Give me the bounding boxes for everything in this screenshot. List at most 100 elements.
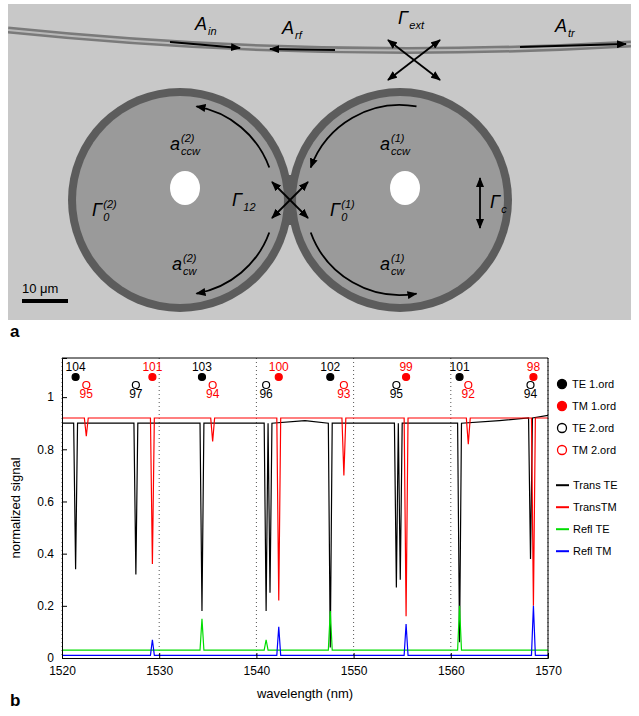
panel-label: a	[10, 322, 20, 341]
coupling-12	[272, 182, 308, 218]
grid-line	[450, 358, 451, 658]
spectrum-line	[62, 606, 548, 650]
x-tick-mark	[159, 653, 160, 658]
x-tick-label: 1560	[438, 664, 465, 678]
symbol-superscript: (1)	[391, 252, 405, 264]
symbol-label: Γ	[330, 200, 341, 220]
mode-marker	[72, 374, 79, 381]
scale-bar-label: 10 μm	[22, 281, 58, 296]
mode-label: 97	[129, 387, 143, 401]
coupling-ext	[388, 40, 440, 80]
mode-arc	[196, 232, 269, 293]
x-tick: 1530	[146, 653, 173, 678]
plot-frame	[548, 358, 549, 658]
legend-label: Refl TM	[573, 545, 611, 557]
mode-arc	[311, 105, 417, 168]
disk-rim	[68, 88, 292, 312]
x-tick: 1550	[341, 653, 368, 678]
symbol-subscript: tr	[568, 27, 576, 39]
symbol-subscript: in	[208, 25, 217, 37]
disk-hole	[390, 171, 420, 205]
x-axis: 1520 1530 1540 1550 1560 1570	[49, 653, 562, 678]
symbol-label: Γ	[490, 192, 501, 212]
mode-label: 94	[206, 387, 220, 401]
y-tick: 0.4	[37, 547, 67, 561]
grid-line	[548, 358, 549, 658]
y-tick-mark	[62, 606, 67, 607]
mode-marker	[403, 374, 410, 381]
mode-arc	[196, 106, 269, 167]
mode-label: 95	[80, 387, 94, 401]
symbol-subscript: c	[501, 203, 507, 215]
spectrum-line	[62, 606, 548, 656]
mode-marker	[275, 374, 282, 381]
legend-marker	[558, 424, 567, 433]
mode-label: 98	[527, 360, 541, 374]
symbol-subscript: 12	[243, 201, 255, 213]
mode-marker	[456, 374, 463, 381]
symbol-label: a	[172, 254, 182, 274]
symbol-superscript: (2)	[181, 132, 195, 144]
mode-label: 92	[462, 387, 476, 401]
symbol-subscript: ext	[409, 19, 425, 31]
symbol-superscript: (2)	[183, 252, 197, 264]
fiber	[8, 30, 631, 50]
x-tick: 1560	[438, 653, 465, 678]
y-tick-label: 1	[47, 390, 54, 404]
symbol-label: A	[194, 14, 207, 34]
mode-marker	[149, 374, 156, 381]
spectrum-line	[62, 415, 548, 647]
grid-line	[256, 358, 257, 658]
x-tick-label: 1530	[146, 664, 173, 678]
mode-label: 103	[192, 360, 212, 374]
symbol-label: a	[380, 254, 390, 274]
legend-label: TE 2.ord	[572, 422, 614, 434]
mode-marker	[327, 374, 334, 381]
mode-label: 96	[259, 387, 273, 401]
x-tick: 1570	[535, 653, 562, 678]
y-tick-mark	[62, 397, 67, 398]
y-tick: 1	[47, 390, 67, 404]
legend-swatch	[556, 484, 569, 486]
x-tick-label: 1550	[341, 664, 368, 678]
x-tick-mark	[354, 653, 355, 658]
mode-marker	[198, 374, 205, 381]
micrograph-image	[8, 4, 631, 320]
disk-hole	[170, 171, 200, 205]
symbol-label: A	[554, 16, 567, 36]
symbol-subscript: ccw	[391, 145, 411, 157]
y-tick: 0.2	[37, 599, 67, 613]
legend-label: Refl TE	[573, 523, 609, 535]
y-tick-label: 0.4	[37, 547, 54, 561]
legend-marker	[558, 402, 567, 411]
symbol-label: Γ	[92, 200, 103, 220]
mode-label: 101	[142, 360, 162, 374]
mode-label: 102	[320, 360, 340, 374]
y-axis-line	[63, 359, 68, 659]
mode-label: 99	[399, 360, 413, 374]
y-axis: 00.20.40.60.81	[37, 359, 67, 666]
spectrum-panel: 1041031021011011009998979695949594939215…	[8, 358, 618, 710]
mode-marker	[530, 374, 537, 381]
y-tick-label: 0.2	[37, 599, 54, 613]
mode-arc	[311, 232, 417, 295]
mode-label: 104	[66, 360, 86, 374]
mode-label: 100	[269, 360, 289, 374]
symbol-label: a	[170, 134, 180, 154]
symbol-superscript: (1)	[341, 198, 355, 210]
symbol-superscript: (2)	[103, 198, 117, 210]
disk-surface	[296, 96, 504, 304]
symbol-subscript: cw	[183, 265, 198, 277]
x-tick: 1540	[244, 653, 271, 678]
x-tick-label: 1570	[535, 664, 562, 678]
legend-swatch	[556, 528, 569, 530]
x-tick-mark	[451, 653, 452, 658]
scale-bar	[22, 299, 68, 303]
symbol-label: Γ	[398, 8, 409, 28]
y-tick: 0	[47, 651, 67, 665]
legend-label: TE 1.ord	[572, 378, 614, 390]
x-tick-label: 1520	[49, 664, 76, 678]
y-tick-label: 0.8	[37, 443, 54, 457]
y-tick-label: 0	[47, 651, 54, 665]
grid-line	[159, 358, 160, 658]
